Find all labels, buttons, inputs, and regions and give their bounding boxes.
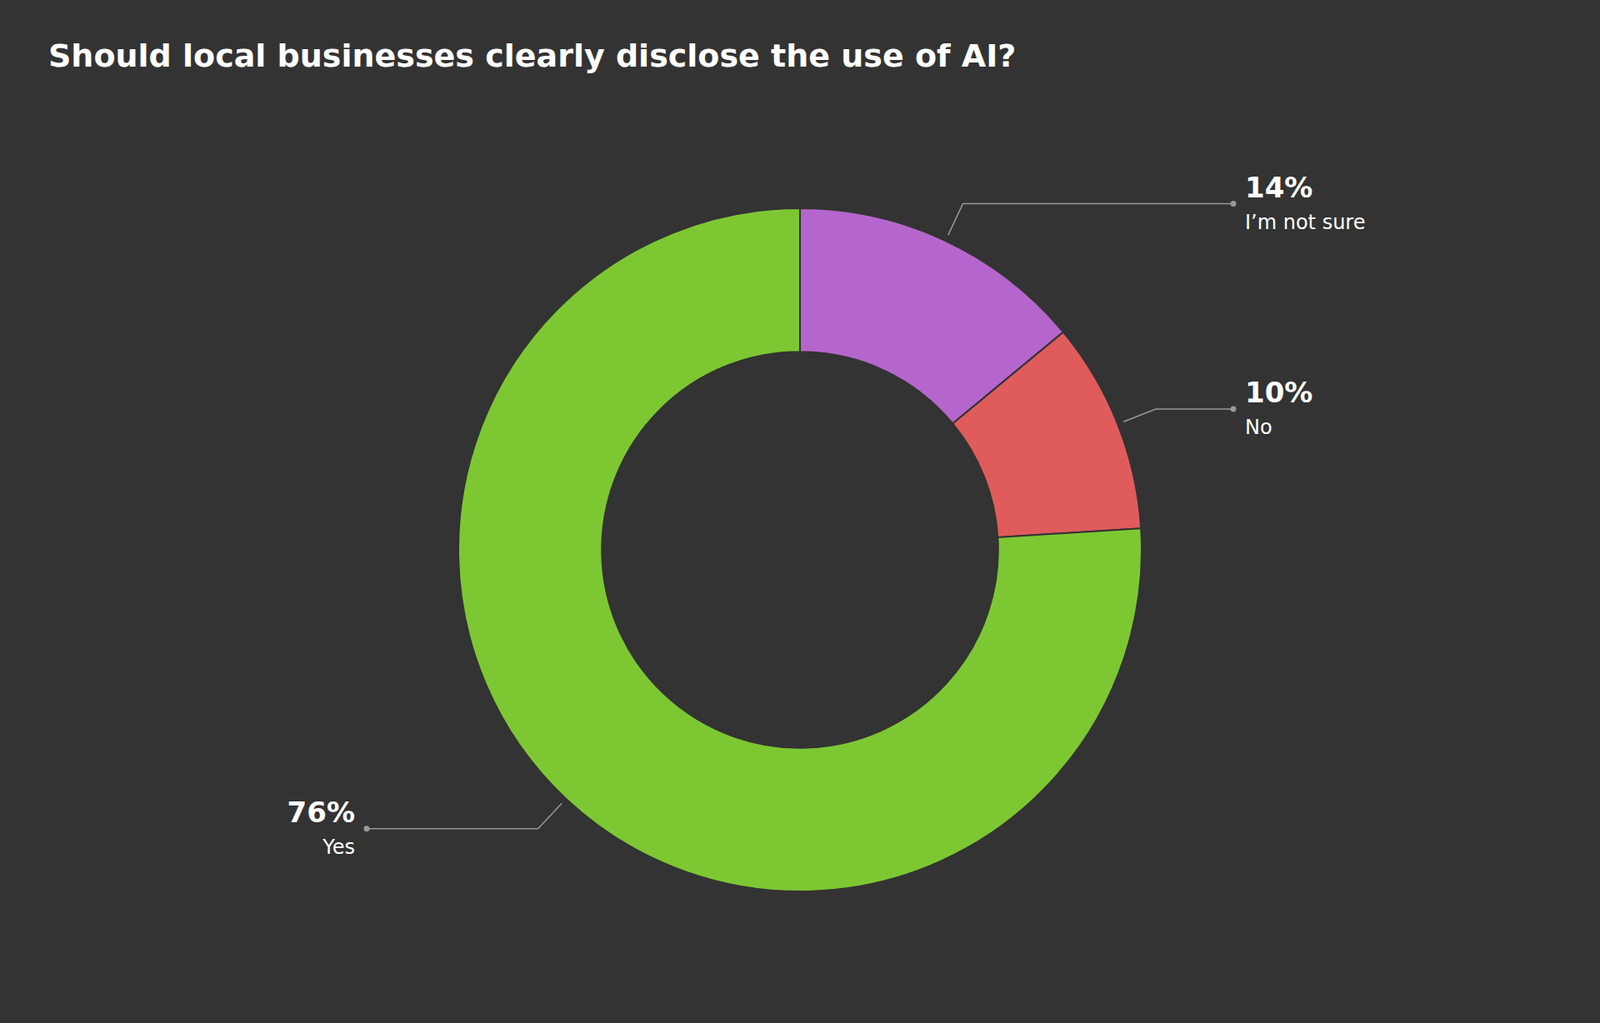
data-label: 10% (1245, 375, 1313, 410)
background (0, 0, 1600, 1023)
slice (952, 332, 1141, 538)
connector (366, 804, 562, 830)
data-label: 14% (1245, 170, 1313, 205)
connector (1124, 409, 1234, 422)
category-label: Yes (321, 835, 355, 860)
category-label: I’m not sure (1245, 210, 1365, 235)
data-labels: 14% I’m not sure 10% No 76% Yes (287, 170, 1366, 860)
title: Should local businesses clearly disclose… (48, 37, 1016, 75)
slice (458, 208, 1142, 892)
connector-dot (1230, 200, 1237, 207)
data-label: 76% (287, 795, 355, 830)
connector-dot (1230, 405, 1237, 412)
connector (948, 204, 1234, 235)
donut (458, 208, 1142, 892)
chart: Should local businesses clearly disclose… (0, 0, 1600, 1023)
category-label: No (1245, 415, 1273, 440)
connector-dot (364, 825, 370, 832)
